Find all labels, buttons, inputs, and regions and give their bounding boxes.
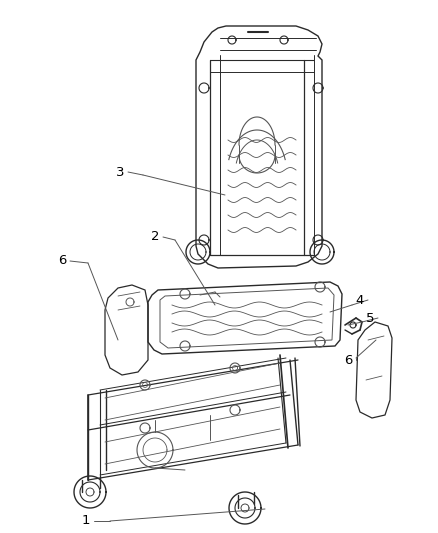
Text: 1: 1 — [82, 514, 90, 528]
Text: 6: 6 — [58, 254, 66, 268]
Text: 3: 3 — [116, 166, 124, 179]
Text: 6: 6 — [344, 353, 352, 367]
Text: 2: 2 — [151, 230, 159, 244]
Text: 5: 5 — [366, 311, 374, 325]
Text: 4: 4 — [356, 294, 364, 306]
